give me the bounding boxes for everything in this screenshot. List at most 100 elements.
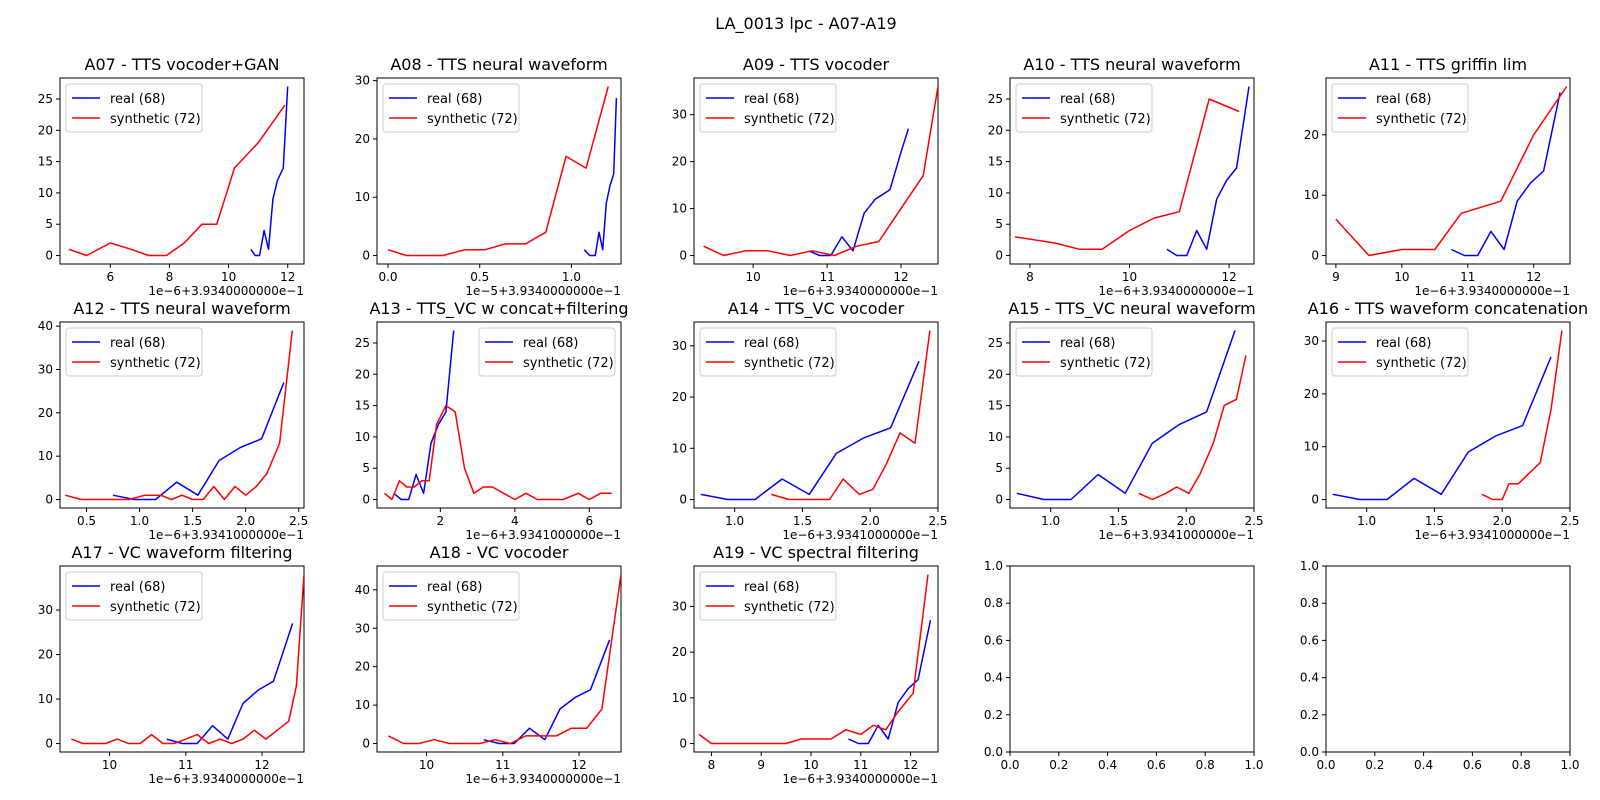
real-series-line [808,128,910,257]
legend: real (68) synthetic (72) [382,83,520,133]
legend: real (68) synthetic (72) [699,327,837,377]
subplot: A18 - VC vocoder 10 11 12 0 10 20 30 40 1e−6+3.93… [355,543,622,786]
plot-area [1325,321,1571,509]
y-tick-label: 0.8 [1300,596,1319,610]
plot-area [59,77,305,265]
legend-box [699,327,837,377]
legend-box [1331,327,1469,377]
legend-box [382,571,520,621]
subplot: A17 - VC waveform filtering 10 11 12 0 10 20 30… [38,543,305,786]
legend-real-label: real (68) [1060,336,1115,351]
legend: real (68) synthetic (72) [382,571,520,621]
y-tick-label: 10 [672,441,687,455]
legend-box [1331,83,1469,133]
real-series-line [1332,356,1552,501]
x-offset-label: 1e−6+3.9340000000e−1 [465,772,621,786]
x-tick-label: 2.0 [236,514,255,528]
x-tick-label: 1.0 [1041,514,1060,528]
x-tick-label: 12 [1526,270,1541,284]
y-tick-label: 5 [995,461,1003,475]
subplot: A07 - TTS vocoder+GAN 6 8 10 12 0 5 10 15 20 25 1e−… [38,55,305,298]
plot-area [1009,77,1255,265]
x-offset-label: 1e−6+3.9341000000e−1 [1098,528,1254,542]
subplot-title: A18 - VC vocoder [430,543,569,562]
plot-area [693,77,939,265]
y-tick-label: 0.2 [984,708,1003,722]
legend-real-label: real (68) [1376,92,1431,107]
x-tick-label: 0.8 [1512,758,1531,772]
subplot-title: A17 - VC waveform filtering [71,543,292,562]
subplot: A08 - TTS neural waveform 0.0 0.5 1.0 0 10 20 3… [355,55,622,298]
plot-area [1009,321,1255,509]
y-tick-label: 10 [38,692,53,706]
legend: real (68) synthetic (72) [65,83,203,133]
x-tick-label: 1.5 [793,514,812,528]
synthetic-series-line [384,404,612,501]
y-tick-label: 0 [362,249,370,263]
plot-area [1009,565,1255,753]
real-series-line [112,382,285,501]
x-offset-label: 1e−6+3.9341000000e−1 [465,528,621,542]
y-tick-label: 0.2 [1300,708,1319,722]
legend-real-label: real (68) [523,336,578,351]
x-tick-label: 1.5 [183,514,202,528]
subplot: A14 - TTS_VC vocoder 1.0 1.5 2.0 2.5 0 10 20 30 1… [672,299,948,542]
x-tick-label: 10 [746,270,761,284]
x-tick-label: 11 [853,758,868,772]
legend-box [699,571,837,621]
synthetic-series-line [65,330,294,501]
synthetic-series-line [71,574,304,745]
legend-box [1015,83,1153,133]
legend-real-label: real (68) [744,336,799,351]
y-tick-label: 30 [38,603,53,617]
x-tick-label: 1.5 [1109,514,1128,528]
x-tick-label: 1.0 [1357,514,1376,528]
subplot-title: A16 - TTS waveform concatenation [1308,299,1588,318]
y-tick-label: 25 [355,336,370,350]
subplot: A09 - TTS vocoder 10 11 12 0 10 20 30 1e−6+3.934… [672,55,939,298]
synthetic-series-line [68,104,286,257]
y-tick-label: 5 [362,461,370,475]
x-tick-label: 2.5 [1244,514,1263,528]
y-tick-label: 15 [988,155,1003,169]
y-tick-label: 0 [45,737,53,751]
x-tick-label: 10 [102,758,117,772]
subplot: A16 - TTS waveform concatenation 1.0 1.5 2.… [1304,299,1588,542]
legend: real (68) synthetic (72) [699,571,837,621]
legend: real (68) synthetic (72) [65,571,203,621]
x-tick-label: 1.0 [562,270,581,284]
y-tick-label: 10 [988,186,1003,200]
x-tick-label: 12 [571,758,586,772]
legend-real-label: real (68) [744,92,799,107]
real-series-line [393,330,455,501]
plot-area [1325,77,1571,265]
synthetic-series-line [703,86,938,257]
plot-area [59,321,305,509]
plot-area [693,321,939,509]
legend: real (68) synthetic (72) [1331,327,1469,377]
y-tick-label: 10 [988,430,1003,444]
synthetic-series-line [1481,330,1563,501]
y-tick-label: 0.6 [1300,633,1319,647]
y-tick-label: 0 [45,493,53,507]
legend-synthetic-label: synthetic (72) [744,600,835,615]
plot-area [376,77,622,265]
legend-synthetic-label: synthetic (72) [523,356,614,371]
y-tick-label: 20 [355,367,370,381]
legend-box [699,83,837,133]
y-tick-label: 20 [355,132,370,146]
legend-synthetic-label: synthetic (72) [110,600,201,615]
y-tick-label: 10 [672,202,687,216]
x-tick-label: 0.0 [1000,758,1019,772]
x-tick-label: 0.2 [1049,758,1068,772]
real-series-line [1166,86,1250,257]
legend-synthetic-label: synthetic (72) [110,112,201,127]
y-tick-label: 0 [362,737,370,751]
legend-real-label: real (68) [1376,336,1431,351]
legend-real-label: real (68) [110,336,165,351]
legend-synthetic-label: synthetic (72) [110,356,201,371]
x-tick-label: 0.2 [1365,758,1384,772]
x-tick-label: 0.0 [378,270,397,284]
